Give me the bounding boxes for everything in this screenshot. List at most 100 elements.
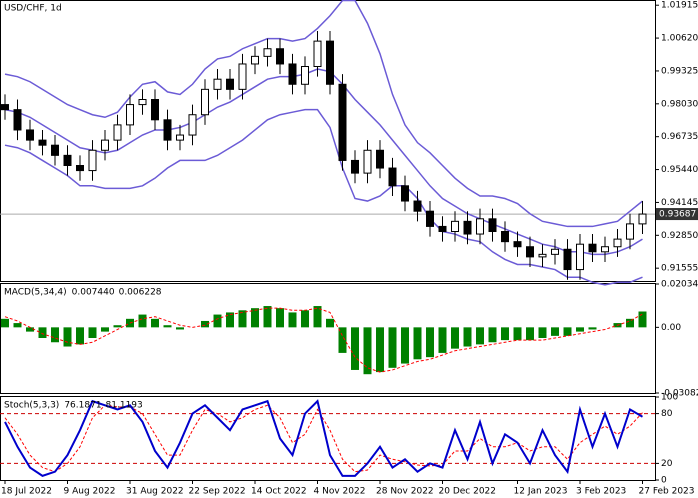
macd-bar xyxy=(138,314,147,328)
macd-bar xyxy=(288,312,297,328)
macd-bar xyxy=(263,306,272,328)
macd-bar xyxy=(376,327,384,373)
macd-bar xyxy=(588,327,597,330)
bollinger-lower xyxy=(4,108,643,286)
candle-body xyxy=(501,231,509,243)
macd-bar xyxy=(38,327,47,338)
bollinger-middle xyxy=(4,68,643,256)
x-tick-label: 22 Sep 2022 xyxy=(189,487,246,497)
macd-bar xyxy=(563,327,572,336)
macd-bar xyxy=(13,323,22,328)
indicator-value: 76.1871 xyxy=(64,401,101,411)
macd-bar xyxy=(276,308,284,328)
y-tick-label: -0.030821 xyxy=(661,389,698,399)
macd-bar xyxy=(1,318,9,328)
y-tick-label: 0.95440 xyxy=(661,165,698,175)
y-tick-label: 0.98030 xyxy=(661,99,698,109)
y-tick-label: 80 xyxy=(661,409,673,419)
macd-bar xyxy=(301,310,309,328)
candle-body xyxy=(263,48,272,57)
stoch-main xyxy=(4,399,644,477)
y-tick-label: 0.99325 xyxy=(661,66,698,76)
candle-body xyxy=(238,63,247,90)
macd-bar xyxy=(388,327,397,368)
candle-body xyxy=(563,248,572,271)
candle-body xyxy=(626,223,634,240)
candle-body xyxy=(513,241,522,248)
candle-body xyxy=(351,159,359,174)
macd-bar xyxy=(88,327,97,338)
y-tick-label: 0.96735 xyxy=(661,132,698,142)
candle-body xyxy=(426,210,434,227)
y-tick-label: 0.00 xyxy=(661,323,681,333)
macd-bar xyxy=(426,327,434,358)
y-tick-label: 0.94145 xyxy=(661,198,698,208)
candle-body xyxy=(101,139,109,151)
macd-bar xyxy=(213,314,222,328)
candle-body xyxy=(388,167,397,187)
candle-body xyxy=(588,243,597,253)
macd-bar xyxy=(176,327,184,330)
panel-title: Stoch(5,3,3) xyxy=(4,401,59,411)
candle-body xyxy=(88,149,97,172)
macd-bar xyxy=(51,327,59,343)
candle-body xyxy=(376,149,384,169)
candle-body xyxy=(251,55,259,65)
macd-bar xyxy=(363,327,372,375)
macd-bar xyxy=(638,311,647,328)
candle-body xyxy=(288,63,297,85)
candle-body xyxy=(63,154,72,167)
candle-body xyxy=(451,220,459,233)
candle-body xyxy=(576,243,584,271)
macd-bar xyxy=(201,320,209,328)
candle-body xyxy=(463,220,472,235)
candle-body xyxy=(151,99,159,121)
candle-body xyxy=(76,165,84,172)
candle-body xyxy=(113,124,122,141)
macd-bar xyxy=(326,318,334,328)
x-tick-label: 14 Oct 2022 xyxy=(251,487,307,497)
candle-body xyxy=(638,213,647,225)
y-tick-label: 0 xyxy=(661,476,667,486)
panel-title: MACD(5,34,4) xyxy=(4,288,67,298)
candle-body xyxy=(1,104,9,111)
y-tick-label: 0.92850 xyxy=(661,231,698,241)
macd-bar xyxy=(501,327,509,341)
candle-body xyxy=(326,40,334,85)
y-tick-label: 0.91555 xyxy=(661,264,698,274)
macd-bar xyxy=(251,308,259,328)
x-tick-label: 4 Nov 2022 xyxy=(314,487,366,497)
current-price-box xyxy=(656,208,698,221)
x-tick-label: 20 Dec 2022 xyxy=(439,487,497,497)
candle-body xyxy=(38,139,47,146)
candle-body xyxy=(488,218,497,233)
macd-bar xyxy=(313,306,322,328)
x-tick-label: 12 Jan 2023 xyxy=(514,487,568,497)
macd-bar xyxy=(238,310,247,328)
candle-body xyxy=(51,144,59,156)
panel-title: USD/CHF, 1d xyxy=(4,4,62,14)
candle-body xyxy=(313,40,322,68)
macd-bar xyxy=(626,318,634,328)
y-tick-label: 0.020349 xyxy=(661,280,698,290)
macd-bar xyxy=(101,327,109,332)
x-tick-label: 28 Nov 2022 xyxy=(376,487,434,497)
candle-body xyxy=(413,200,422,212)
macd-bar xyxy=(413,327,422,360)
candle-body xyxy=(201,88,209,116)
macd-bar xyxy=(526,327,534,341)
macd-bar xyxy=(351,327,359,370)
y-tick-label: 100 xyxy=(661,393,678,403)
x-tick-label: 3 Feb 2023 xyxy=(576,487,626,497)
candle-body xyxy=(476,218,484,235)
candle-body xyxy=(338,83,347,161)
macd-bar xyxy=(488,327,497,343)
candle-body xyxy=(13,109,22,131)
macd-bar xyxy=(463,327,472,347)
candle-body xyxy=(226,78,234,90)
macd-bar xyxy=(151,318,159,328)
candle-body xyxy=(601,246,609,253)
bollinger-upper xyxy=(4,0,643,228)
macd-bar xyxy=(63,327,72,347)
macd-signal xyxy=(4,307,643,373)
